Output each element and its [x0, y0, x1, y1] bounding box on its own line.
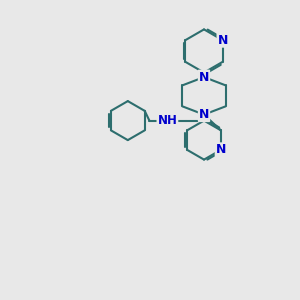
Text: NH: NH	[158, 114, 177, 127]
Text: N: N	[216, 143, 226, 156]
Text: N: N	[218, 34, 228, 47]
Text: N: N	[199, 108, 209, 121]
Text: N: N	[199, 70, 209, 84]
